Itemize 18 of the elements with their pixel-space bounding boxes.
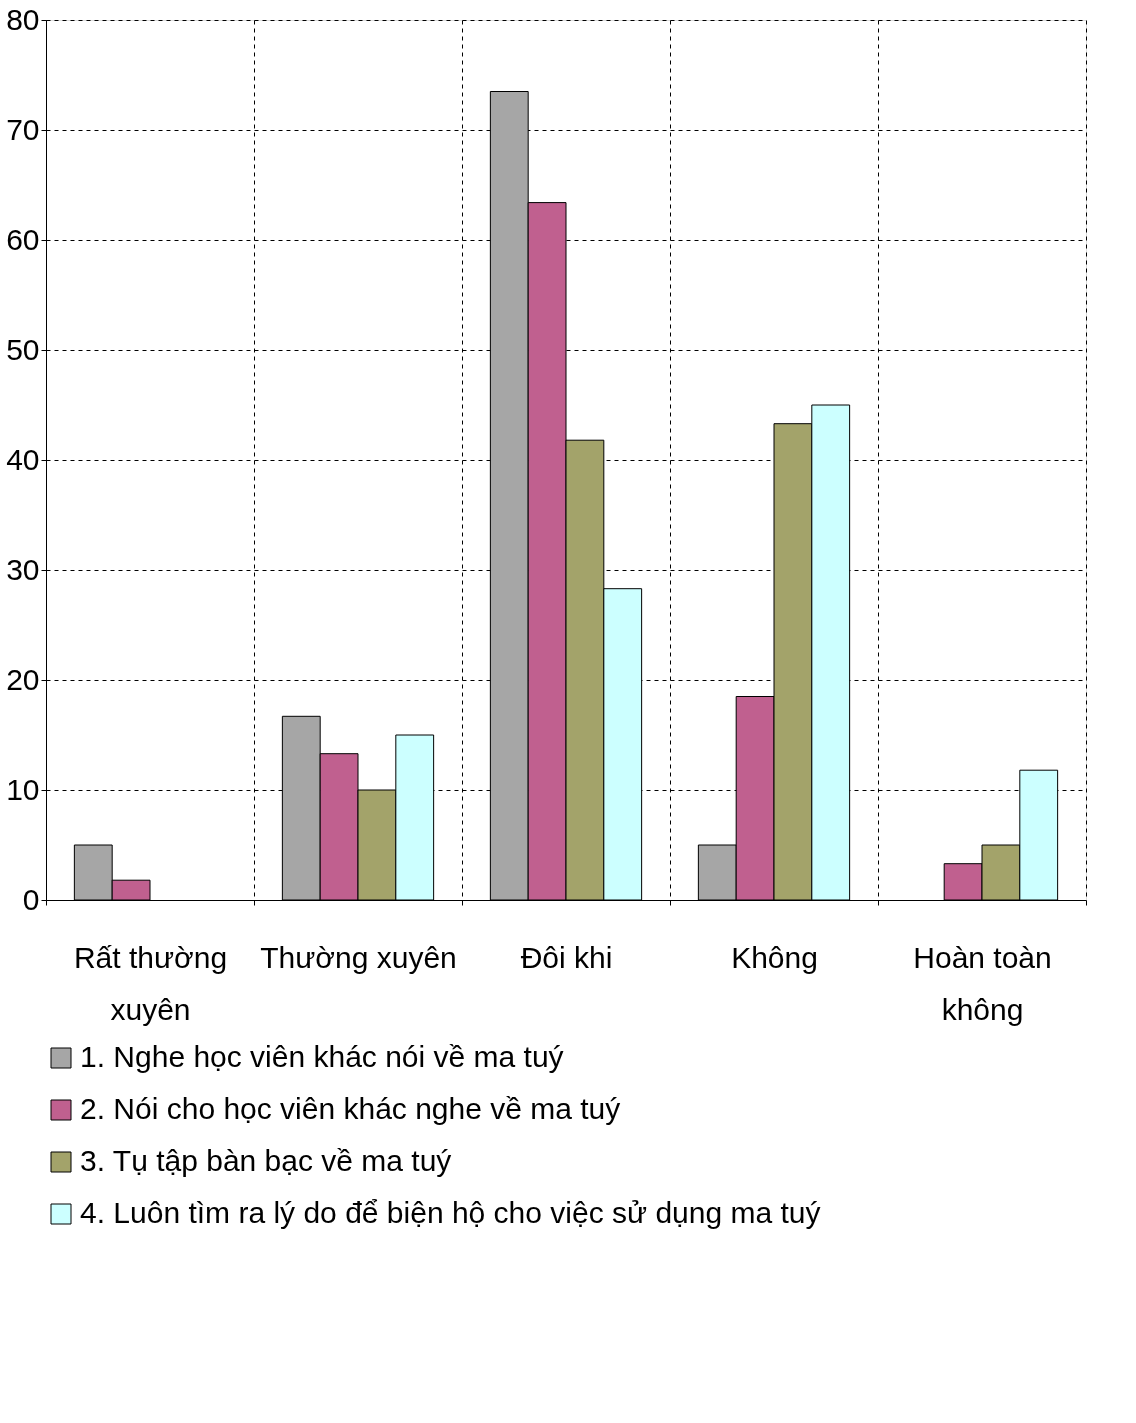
y-tick-label: 10 — [6, 772, 40, 806]
legend-label: 1. Nghe học viên khác nói về ma tuý — [80, 1040, 564, 1073]
y-tick-label: 50 — [6, 332, 40, 366]
y-tick-label: 20 — [6, 662, 40, 696]
y-tick-label: 80 — [6, 2, 40, 36]
y-tick-label: 40 — [6, 442, 40, 476]
x-tick-label: Rất thường xuyên — [73, 940, 228, 1026]
legend-label: 3. Tụ tập bàn bạc về ma tuý — [80, 1144, 452, 1177]
y-tick-label: 0 — [22, 882, 40, 916]
y-tick-label: 70 — [6, 112, 40, 146]
x-tick-label: Không — [731, 940, 818, 974]
legend-label: 4. Luôn tìm ra lý do để biện hộ cho việc sử dụng ma tuý — [80, 1196, 821, 1229]
y-tick-label: 30 — [6, 552, 40, 586]
x-tick-label: Thường xuyên — [260, 940, 457, 974]
legend-label: 2. Nói cho học viên khác nghe về ma tuý — [80, 1092, 621, 1125]
x-tick-label: Hoàn toàn không — [913, 940, 1052, 1026]
x-tick-label: Đôi khi — [520, 940, 613, 974]
y-tick-label: 60 — [6, 222, 40, 256]
